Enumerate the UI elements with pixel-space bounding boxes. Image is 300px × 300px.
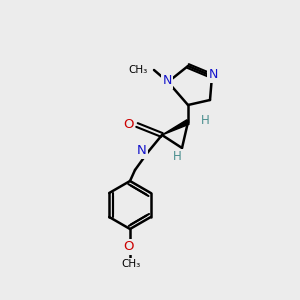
Text: H: H xyxy=(201,115,210,128)
Text: CH₃: CH₃ xyxy=(129,65,148,75)
Text: O: O xyxy=(124,241,134,254)
Text: N: N xyxy=(162,74,172,88)
Text: N: N xyxy=(137,145,147,158)
Text: O: O xyxy=(124,118,134,130)
Text: CH₃: CH₃ xyxy=(122,259,141,269)
Text: N: N xyxy=(208,68,218,82)
Polygon shape xyxy=(162,120,189,135)
Text: H: H xyxy=(173,149,182,163)
